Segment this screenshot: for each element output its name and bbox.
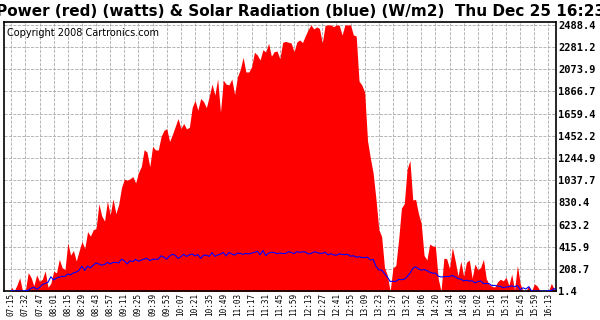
Title: Grid Power (red) (watts) & Solar Radiation (blue) (W/m2)  Thu Dec 25 16:23: Grid Power (red) (watts) & Solar Radiati… bbox=[0, 4, 600, 19]
Text: Copyright 2008 Cartronics.com: Copyright 2008 Cartronics.com bbox=[7, 28, 159, 38]
